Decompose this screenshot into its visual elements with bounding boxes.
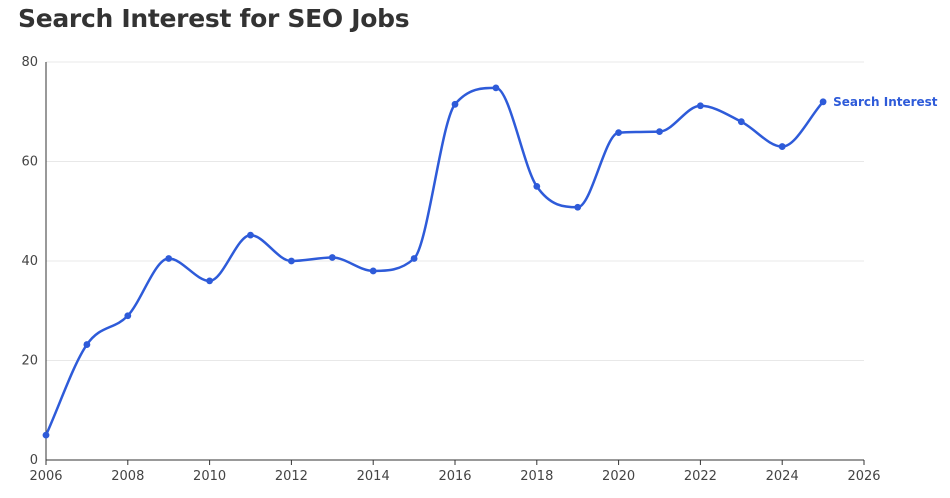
data-point[interactable] [369, 267, 377, 275]
y-tick-label: 20 [21, 354, 38, 369]
x-tick-label: 2010 [193, 469, 226, 484]
x-tick-label: 2006 [29, 469, 62, 484]
data-point[interactable] [778, 143, 786, 150]
x-tick-label: 2020 [602, 469, 635, 484]
data-point[interactable] [819, 98, 827, 106]
x-tick-label: 2008 [111, 469, 144, 484]
y-tick-label: 40 [21, 254, 38, 269]
data-point[interactable] [247, 231, 254, 239]
data-point[interactable] [410, 255, 418, 262]
data-point[interactable] [288, 257, 295, 265]
data-point[interactable] [124, 312, 132, 320]
x-tick-label: 2026 [847, 469, 880, 484]
data-point[interactable] [615, 129, 622, 137]
x-tick-label: 2014 [357, 469, 390, 484]
x-tick-label: 2024 [766, 469, 799, 484]
y-tick-label: 80 [21, 55, 38, 70]
data-point[interactable] [165, 255, 173, 262]
data-point[interactable] [83, 341, 91, 348]
series-layer: Search Interest [42, 84, 938, 439]
x-tick-label: 2018 [520, 469, 553, 484]
y-tick-label: 0 [30, 453, 38, 468]
series-label: Search Interest [833, 95, 938, 109]
data-point[interactable] [42, 431, 50, 439]
data-point[interactable] [492, 84, 500, 92]
grid-lines [46, 61, 864, 361]
data-point[interactable] [656, 128, 663, 136]
data-point[interactable] [737, 118, 745, 126]
x-tick-label: 2016 [438, 469, 471, 484]
x-tick-label: 2012 [275, 469, 308, 484]
data-point[interactable] [533, 182, 541, 190]
chart-title: Search Interest for SEO Jobs [18, 4, 410, 33]
axes: 0 20 40 60 80 2006 2008 2010 2012 2014 2016 2018 202… [21, 55, 880, 484]
data-point[interactable] [328, 254, 336, 261]
x-tick-label: 2022 [684, 469, 717, 484]
data-point[interactable] [206, 277, 214, 285]
data-point[interactable] [697, 102, 704, 110]
data-point[interactable] [451, 100, 459, 108]
data-point[interactable] [574, 203, 582, 211]
y-tick-label: 60 [21, 155, 38, 170]
